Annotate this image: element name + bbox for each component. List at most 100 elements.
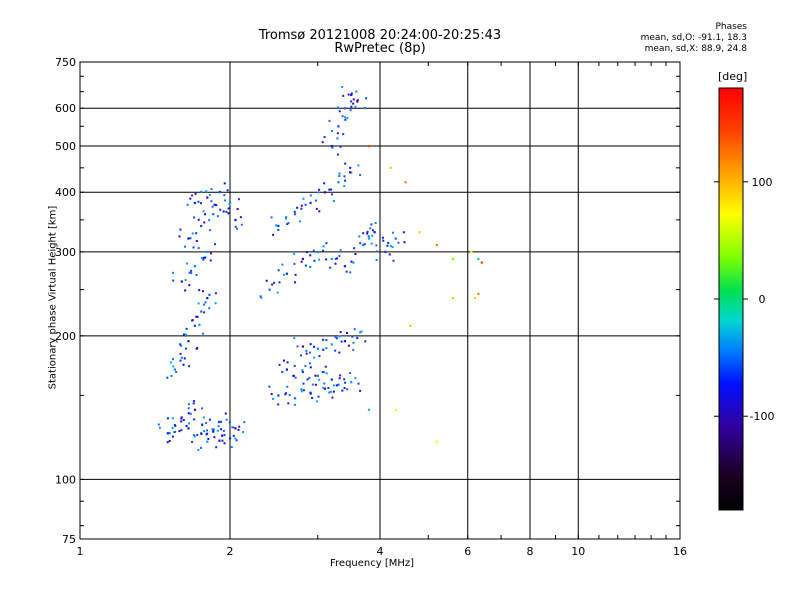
data-point (360, 330, 363, 333)
data-point (187, 403, 190, 406)
data-point (359, 173, 362, 176)
data-point (321, 141, 324, 144)
data-point (388, 253, 391, 256)
data-point (182, 419, 185, 422)
data-point (200, 256, 203, 259)
data-point (301, 369, 304, 372)
data-point (188, 422, 191, 425)
data-point (340, 340, 343, 343)
data-point (451, 257, 455, 261)
data-point (202, 210, 205, 213)
data-point (202, 332, 205, 335)
data-point (390, 245, 393, 248)
data-point (230, 446, 233, 449)
data-point (187, 412, 190, 415)
data-point (309, 194, 312, 197)
data-point (172, 365, 175, 368)
data-point (180, 344, 183, 347)
data-point (366, 232, 369, 235)
data-point (195, 240, 198, 243)
data-point (342, 133, 345, 136)
data-point (365, 97, 368, 100)
data-point (191, 194, 194, 197)
data-point (344, 116, 347, 119)
data-point (203, 213, 206, 216)
data-point (323, 136, 326, 139)
data-point (381, 236, 384, 239)
stats-line-o: mean, sd,O: -91.1, 18.3 (640, 33, 747, 43)
data-point (193, 324, 197, 327)
data-point (311, 383, 314, 386)
data-point (223, 182, 226, 185)
x-tick-label: 4 (377, 545, 384, 558)
data-point (349, 372, 352, 375)
data-point (197, 218, 200, 221)
data-point (477, 257, 480, 261)
data-point (337, 125, 340, 128)
data-point (206, 440, 209, 443)
colorbar: 100 0 -100 (714, 87, 774, 511)
x-tick-label: 1 (77, 545, 84, 558)
data-point (338, 255, 341, 258)
x-tick-label: 2 (227, 545, 234, 558)
data-point (237, 428, 240, 431)
data-point (352, 348, 355, 351)
data-point (346, 331, 349, 334)
data-point (314, 199, 317, 202)
data-point (205, 190, 208, 193)
data-point (259, 295, 262, 298)
data-point (285, 272, 288, 275)
data-point (402, 231, 405, 234)
data-point (397, 241, 400, 244)
data-point (179, 343, 182, 346)
data-point (309, 201, 312, 205)
data-point (210, 200, 213, 203)
colorbar-gradient (719, 88, 743, 510)
data-point (157, 423, 160, 426)
data-point (339, 374, 342, 377)
data-point (201, 424, 204, 427)
data-point (212, 428, 215, 431)
data-point (348, 171, 351, 174)
data-point (184, 245, 187, 248)
data-point (186, 262, 189, 265)
data-point (172, 271, 175, 274)
data-point (209, 259, 212, 262)
data-point (189, 412, 192, 415)
data-point (300, 204, 303, 207)
data-point (224, 412, 227, 415)
data-point (187, 237, 190, 240)
data-point (202, 256, 205, 259)
data-point (322, 348, 325, 351)
data-point (270, 393, 273, 396)
data-point (338, 172, 341, 175)
data-point (293, 213, 297, 216)
y-tick-label: 750 (55, 56, 76, 69)
data-point (293, 397, 297, 400)
data-point (301, 370, 305, 374)
data-point (215, 204, 218, 207)
data-point (309, 265, 312, 268)
data-point (296, 345, 299, 348)
data-point (362, 232, 365, 235)
data-point (375, 259, 378, 262)
data-point (174, 430, 177, 433)
data-point (473, 297, 477, 300)
data-point (382, 239, 385, 242)
data-point (212, 213, 215, 216)
data-point (451, 297, 455, 300)
data-point (350, 105, 353, 108)
data-point (294, 281, 297, 284)
data-point (331, 396, 334, 399)
data-point (193, 201, 197, 205)
data-point (293, 262, 296, 265)
data-point (184, 347, 187, 350)
data-point (316, 347, 319, 350)
data-point (226, 189, 229, 192)
data-point (195, 315, 198, 318)
data-point (284, 393, 287, 396)
data-point (210, 252, 213, 255)
data-point (193, 216, 196, 219)
data-point (363, 107, 366, 110)
data-point (332, 384, 335, 387)
